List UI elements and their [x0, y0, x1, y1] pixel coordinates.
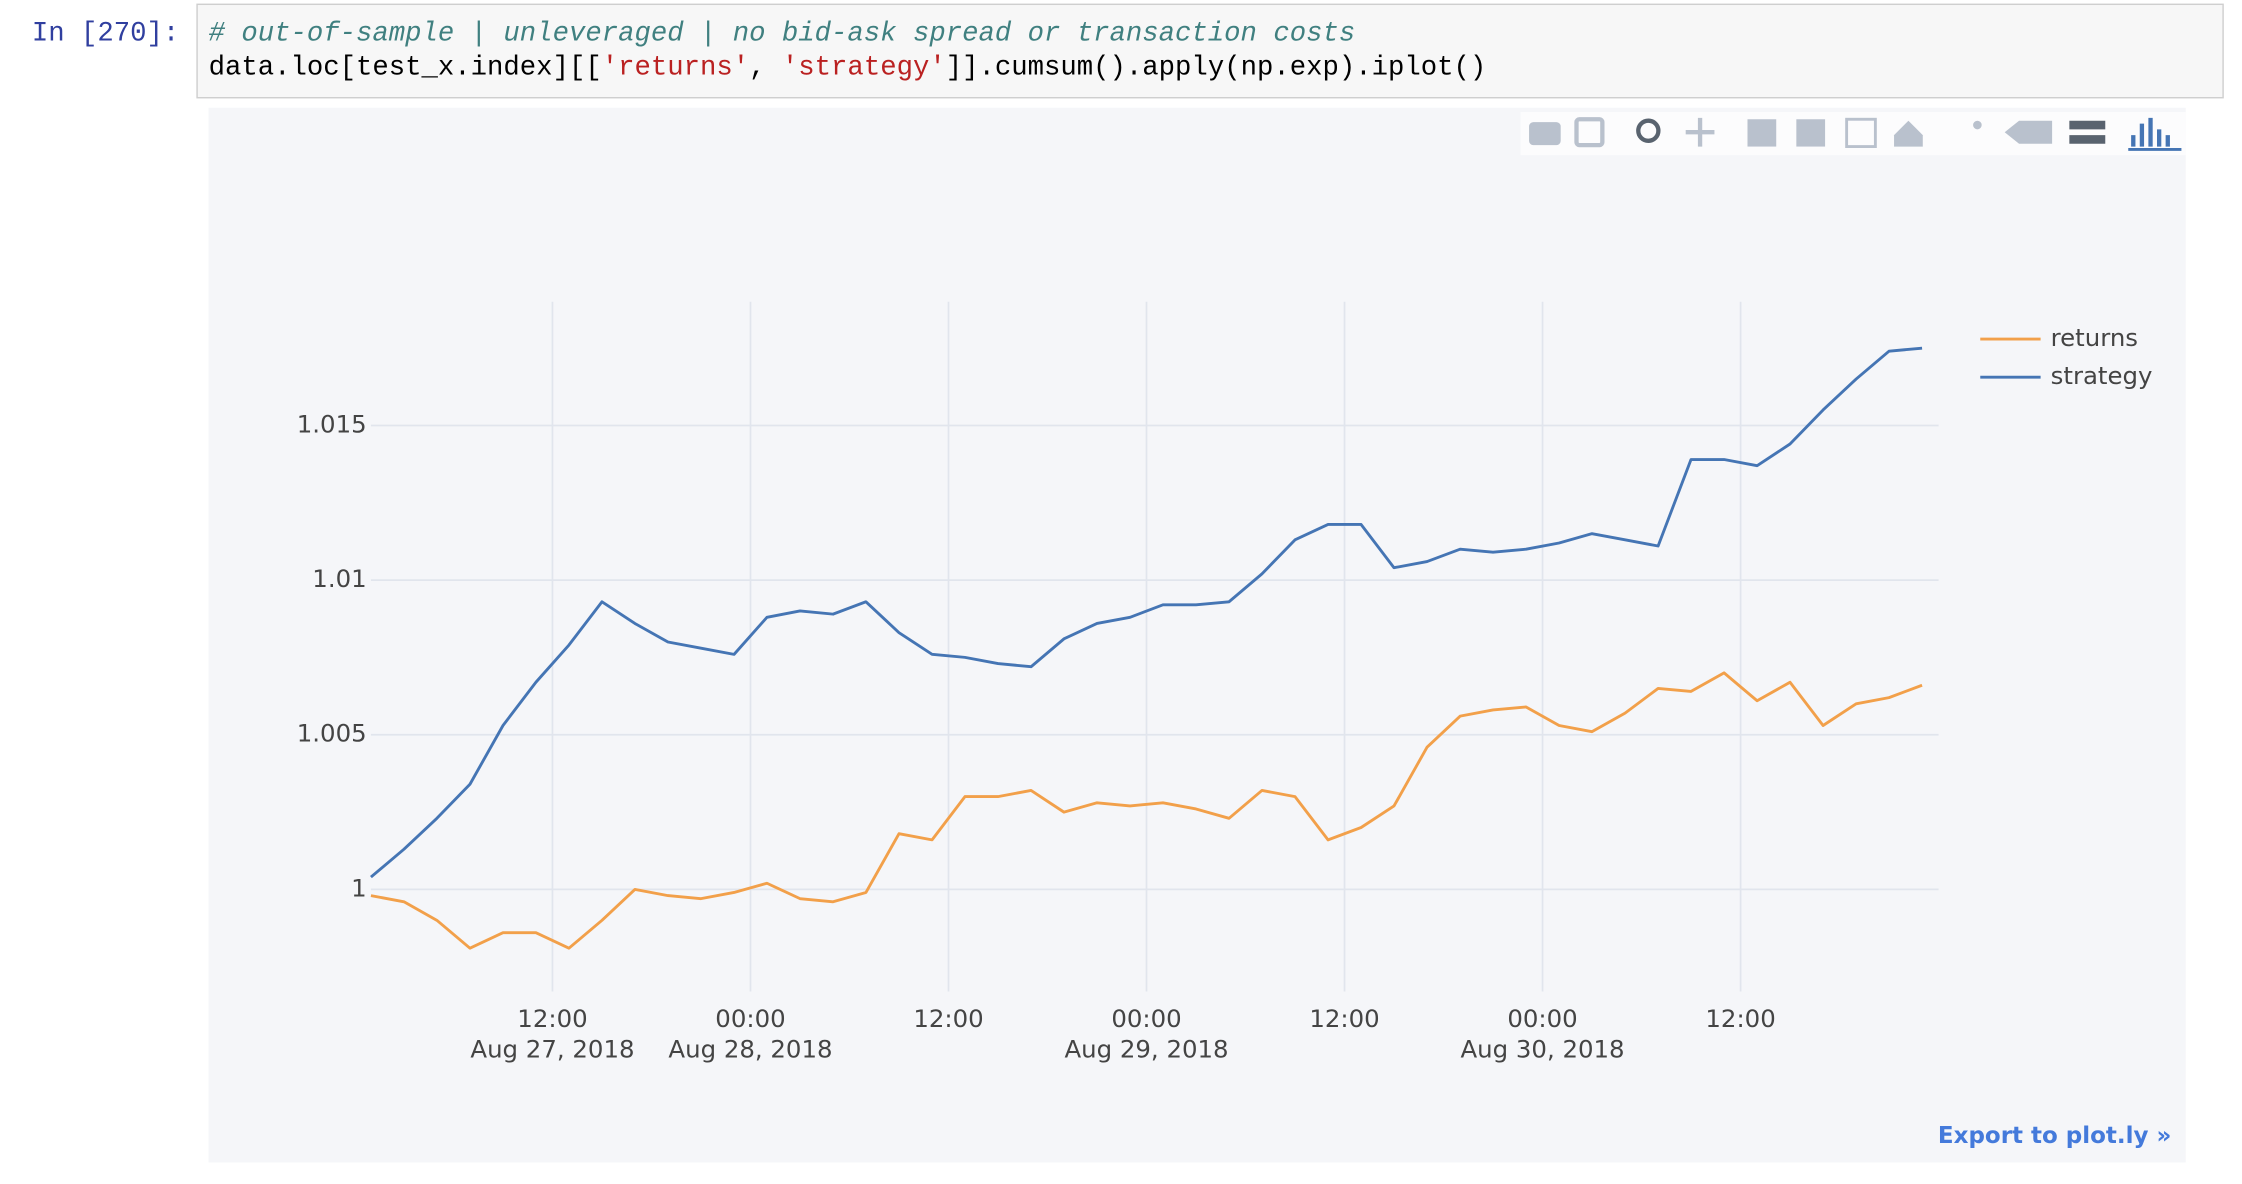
x-tick-label: 00:00 — [1111, 1004, 1181, 1033]
export-link[interactable]: Export to plot.ly » — [1938, 1123, 2171, 1149]
icon-hover-compare[interactable] — [2069, 120, 2106, 144]
x-tick-label: 00:00 — [715, 1004, 785, 1033]
x-tick-date-label: Aug 30, 2018 — [1460, 1034, 1624, 1063]
icon-home[interactable] — [1894, 120, 1923, 147]
series-line — [370, 671, 1923, 950]
x-tick-date-label: Aug 28, 2018 — [668, 1034, 832, 1063]
icon-spikes[interactable] — [1973, 120, 1982, 130]
code-box[interactable] — [196, 3, 2224, 99]
y-tick-label: 1.01 — [312, 564, 366, 593]
icon-zoom-in[interactable] — [1747, 119, 1777, 147]
x-tick-date-label: Aug 27, 2018 — [470, 1034, 634, 1063]
icon-autoscale[interactable] — [1845, 117, 1877, 148]
code-string: 'returns' — [602, 53, 749, 84]
x-tick-label: 00:00 — [1507, 1004, 1577, 1033]
x-tick-label: 12:00 — [1705, 1004, 1775, 1033]
code-string: 'strategy' — [782, 53, 946, 84]
icon-hover-closest[interactable] — [2004, 120, 2053, 144]
code-line: data.loc[test_x.index][['returns', 'stra… — [209, 53, 1487, 84]
code-comment: # out-of-sample | unleveraged | no bid-a… — [209, 18, 1356, 49]
code-token: data.loc[test_x.index][[ — [209, 53, 602, 84]
icon-plotly-logo[interactable] — [2128, 117, 2182, 151]
x-tick-label: 12:00 — [517, 1004, 587, 1033]
x-tick-date-label: Aug 29, 2018 — [1064, 1034, 1228, 1063]
y-tick-label: 1.015 — [297, 409, 367, 438]
icon-zoom[interactable] — [1636, 118, 1661, 143]
x-tick-label: 12:00 — [913, 1004, 983, 1033]
code-token: , — [749, 53, 782, 84]
icon-camera[interactable] — [1529, 122, 1561, 146]
plot-background — [208, 107, 2186, 1163]
icon-pan[interactable] — [1685, 117, 1715, 147]
code-token: ]].cumsum().apply(np.exp).iplot() — [946, 53, 1487, 84]
y-tick-label: 1 — [351, 873, 367, 902]
icon-zoom-out[interactable] — [1796, 119, 1826, 147]
legend-label: strategy — [2051, 361, 2153, 390]
modebar — [1520, 112, 2186, 156]
y-tick-label: 1.005 — [297, 719, 367, 748]
series-line — [370, 346, 1923, 879]
x-tick-label: 12:00 — [1309, 1004, 1379, 1033]
legend-label: returns — [2051, 323, 2138, 352]
cell-prompt: In [270]: — [32, 18, 179, 49]
icon-save[interactable] — [1574, 117, 1605, 148]
